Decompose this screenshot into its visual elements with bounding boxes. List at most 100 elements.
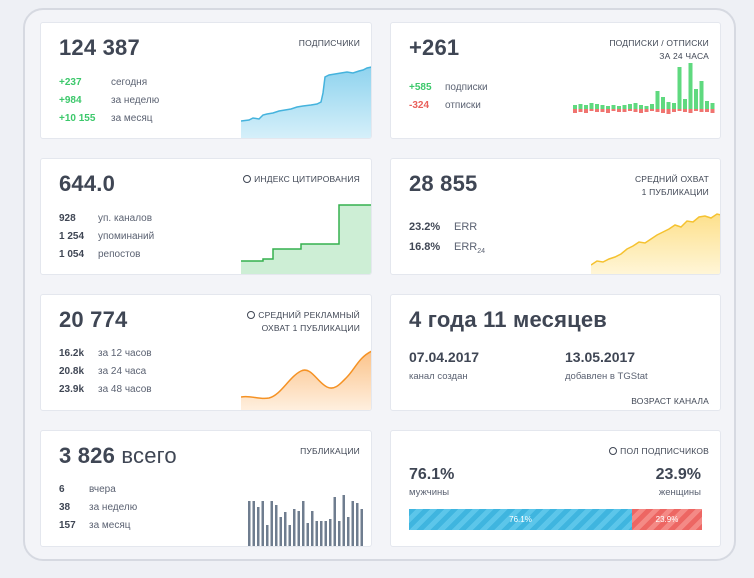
err24-row: 16.8% ERR24 (409, 241, 485, 255)
stat-value: 23.2% (409, 221, 441, 233)
post-bar (302, 501, 305, 546)
stat-value: 23.9k (59, 384, 85, 395)
mentions-row: 1 254 упоминаний (59, 231, 154, 242)
reach-label: СРЕДНИЙ ОХВАТ 1 ПУБЛИКАЦИИ (635, 173, 709, 199)
stat-text: отписки (445, 100, 481, 111)
gender-card[interactable]: ПОЛ ПОДПИСЧИКОВ 76.1% мужчины 23.9% женщ… (390, 430, 721, 547)
unsubs-bar (710, 109, 715, 113)
citation-step-chart (241, 204, 371, 274)
post-bar (275, 505, 278, 546)
stat-text: за месяц (89, 520, 131, 531)
post-bar (279, 517, 282, 546)
stat-value: +984 (59, 95, 82, 106)
subs-unsubs-card[interactable]: +261 ПОДПИСКИ / ОТПИСКИ ЗА 24 ЧАСА +585 п… (390, 22, 721, 139)
average-reach: 28 855 (409, 171, 478, 196)
subs-bar (595, 104, 599, 109)
unsubs-bar (622, 109, 627, 112)
subscribers-card[interactable]: 124 387 ПОДПИСЧИКИ +237 сегодня +984 за не… (40, 22, 372, 139)
post-bar (320, 521, 323, 546)
citation-label: ИНДЕКС ЦИТИРОВАНИЯ (243, 173, 360, 186)
ad-reach-card[interactable]: 20 774 СРЕДНИЙ РЕКЛАМНЫЙ ОХВАТ 1 ПУБЛИКА… (40, 294, 372, 411)
gender-label: ПОЛ ПОДПИСЧИКОВ (609, 445, 709, 458)
reposts-row: 1 054 репостов (59, 249, 140, 260)
post-bar (293, 509, 296, 546)
label-line: 1 ПУБЛИКАЦИИ (641, 187, 709, 197)
citation-card[interactable]: 644.0 ИНДЕКС ЦИТИРОВАНИЯ 928 уп. каналов … (40, 158, 372, 275)
post-bar (248, 501, 251, 546)
stat-value: 928 (59, 213, 76, 224)
post-bar (351, 501, 354, 546)
stat-value: +10 155 (59, 113, 96, 124)
channel-age-card[interactable]: 4 года 11 месяцев 07.04.2017 канал созда… (390, 294, 721, 411)
stat-text: подписки (445, 82, 488, 93)
unsubs-bar (688, 109, 693, 113)
created-date: 07.04.2017 (409, 349, 480, 365)
gender-bar: 76.1% 23.9% (409, 509, 702, 530)
info-icon[interactable] (247, 311, 256, 319)
label-line: ПОДПИСКИ / ОТПИСКИ (609, 38, 709, 48)
post-bar (270, 501, 273, 546)
subs-bar (672, 103, 676, 109)
added-label: добавлен в TGStat (565, 371, 648, 382)
unsubs-bar (672, 109, 676, 112)
subs-unsubs-bar-chart (573, 63, 715, 114)
female-label: женщины (658, 487, 701, 498)
male-percent: 76.1% (409, 466, 455, 483)
ad-reach-label: СРЕДНИЙ РЕКЛАМНЫЙ ОХВАТ 1 ПУБЛИКАЦИИ (247, 309, 360, 335)
info-icon[interactable] (243, 175, 252, 183)
subs-bar (600, 105, 605, 109)
stat-subscript: 24 (477, 248, 486, 256)
post-bar (297, 511, 300, 546)
unsubs-bar (628, 109, 632, 111)
channel-age: 4 года 11 месяцев (409, 307, 608, 332)
reach-48h-row: 23.9k за 48 часов (59, 384, 152, 395)
stat-text: уп. каналов (98, 213, 153, 224)
post-bar (288, 525, 291, 546)
posts-week-row: 38 за неделю (59, 502, 137, 513)
unsubs-bar (578, 109, 583, 112)
stat-value: +585 (409, 82, 432, 93)
subs-bar (633, 103, 638, 109)
err-row: 23.2% ERR (409, 221, 477, 233)
reach-12h-row: 16.2k за 12 часов (59, 348, 152, 359)
stat-text: репостов (98, 249, 141, 260)
ad-reach-value: 20 774 (59, 307, 128, 332)
unsubs-bar (639, 109, 643, 113)
female-percent: 23.9% (655, 466, 701, 483)
stat-value: 16.2k (59, 348, 85, 359)
stat-text: за месяц (111, 113, 153, 124)
citation-index: 644.0 (59, 171, 116, 196)
label-line: ОХВАТ 1 ПУБЛИКАЦИИ (261, 323, 360, 333)
subs-bar (694, 89, 698, 109)
female-bar-segment: 23.9% (631, 509, 702, 530)
subs-bar (589, 103, 594, 109)
posts-yesterday-row: 6 вчера (59, 484, 116, 495)
stat-text: за 12 часов (98, 348, 152, 359)
reach-card[interactable]: 28 855 СРЕДНИЙ ОХВАТ 1 ПУБЛИКАЦИИ 23.2% E… (390, 158, 721, 275)
channels-row: 928 уп. каналов (59, 213, 152, 224)
subs-bar (699, 81, 704, 109)
subs-bar (655, 91, 660, 109)
posts-card[interactable]: 3 826 всего ПУБЛИКАЦИИ 6 вчера 38 за недел… (40, 430, 372, 547)
info-icon[interactable] (609, 447, 618, 455)
post-bar (315, 521, 318, 546)
subscribers-month-row: +10 155 за месяц (59, 113, 153, 124)
post-bar (252, 501, 255, 546)
subs-bar (644, 106, 649, 109)
subs-bar (639, 105, 643, 109)
subs-bar (628, 104, 632, 109)
unsubs-bar (683, 109, 687, 112)
unsubs-bar (617, 109, 621, 112)
stat-value: 38 (59, 502, 71, 513)
subscribers-today-row: +237 сегодня (59, 77, 147, 88)
stat-value: 1 254 (59, 231, 85, 242)
stat-text: за 24 часа (98, 366, 147, 377)
subs-bar (606, 106, 610, 109)
subs-bar (705, 101, 709, 109)
posts-total: 3 826 всего (59, 443, 177, 468)
subs-unsubs-label: ПОДПИСКИ / ОТПИСКИ ЗА 24 ЧАСА (609, 37, 709, 63)
unsubs-bar (666, 109, 671, 114)
unsubs-row: -324 отписки (409, 100, 481, 111)
stat-value: 16.8% (409, 241, 441, 253)
subs-bar (683, 99, 687, 109)
